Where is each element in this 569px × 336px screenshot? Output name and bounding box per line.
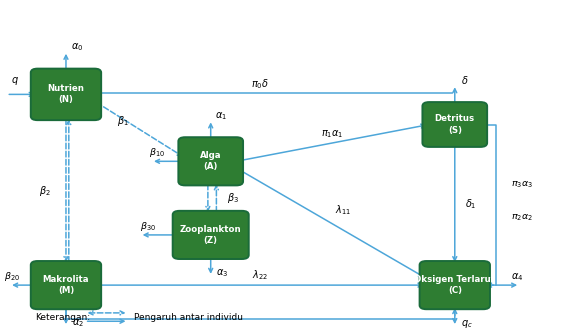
FancyBboxPatch shape [178, 137, 243, 185]
Text: $\beta_{10}$: $\beta_{10}$ [149, 146, 165, 160]
Text: Keterangan:: Keterangan: [35, 313, 90, 322]
Text: $\beta_2$: $\beta_2$ [39, 183, 50, 198]
Text: $\lambda_{11}$: $\lambda_{11}$ [335, 203, 351, 217]
Text: $\pi_2\alpha_2$: $\pi_2\alpha_2$ [511, 213, 533, 223]
Text: Makrolita
(M): Makrolita (M) [43, 275, 89, 295]
Text: $\delta_1$: $\delta_1$ [465, 197, 476, 211]
Text: $\alpha_2$: $\alpha_2$ [72, 318, 84, 330]
FancyBboxPatch shape [419, 261, 490, 309]
Text: $q_c$: $q_c$ [461, 318, 473, 330]
Text: $\pi_0\delta$: $\pi_0\delta$ [251, 77, 269, 91]
Text: $\alpha_0$: $\alpha_0$ [71, 41, 84, 53]
FancyBboxPatch shape [422, 102, 487, 147]
FancyBboxPatch shape [31, 261, 101, 309]
FancyBboxPatch shape [31, 69, 101, 120]
Text: Oksigen Terlarut
(C): Oksigen Terlarut (C) [414, 275, 495, 295]
Text: Nutrien
(N): Nutrien (N) [48, 84, 84, 104]
Text: $\pi_1\alpha_1$: $\pi_1\alpha_1$ [321, 129, 344, 140]
Text: $q$: $q$ [11, 75, 19, 87]
Text: Zooplankton
(Z): Zooplankton (Z) [180, 225, 241, 245]
Text: $\alpha_4$: $\alpha_4$ [511, 271, 523, 283]
Text: $\beta_1$: $\beta_1$ [117, 114, 129, 128]
Text: $\delta$: $\delta$ [461, 74, 469, 86]
Text: $\beta_{30}$: $\beta_{30}$ [140, 220, 156, 233]
FancyBboxPatch shape [172, 211, 249, 259]
Text: Detritus
(S): Detritus (S) [435, 115, 475, 134]
Text: $\beta_3$: $\beta_3$ [228, 191, 240, 205]
Text: Alga
(A): Alga (A) [200, 151, 221, 171]
Text: $\beta_{20}$: $\beta_{20}$ [4, 270, 20, 283]
Text: $\alpha_3$: $\alpha_3$ [216, 267, 228, 279]
Text: $\alpha_1$: $\alpha_1$ [215, 110, 227, 122]
Text: $\lambda_{22}$: $\lambda_{22}$ [252, 268, 269, 282]
Text: Pengaruh antar individu: Pengaruh antar individu [134, 313, 243, 322]
Text: $\pi_3\alpha_3$: $\pi_3\alpha_3$ [511, 179, 533, 190]
